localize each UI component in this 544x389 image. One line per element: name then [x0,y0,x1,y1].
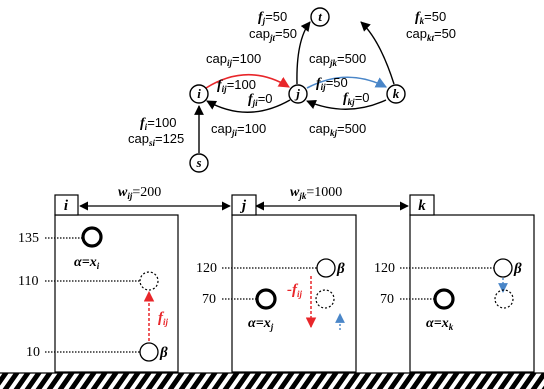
label-f-j: fj=50 [258,9,287,26]
svg-text:i: i [64,198,69,214]
weight-label-jk: wjk=1000 [290,185,342,201]
label-cap-jt: capjt=50 [249,26,297,43]
edge-j-k-top [306,76,387,89]
flow-label-j: -fij [287,282,303,299]
alpha-label-i: α=xi [74,255,100,271]
beta-label-i: β [159,345,168,361]
flow-label-i: fij [158,310,169,327]
beta-target-circle-j [315,289,335,309]
box-k: k 120 β 70 α=xk [374,194,535,373]
box-i-tab [54,194,79,216]
box-i: i 135 α=xi 110 fij 10 β [18,194,179,373]
node-t: t [310,7,330,27]
label-cap-kt: capkt=50 [406,26,456,43]
label-f-ij: fij=100 [217,77,256,94]
beta-circle-j [316,258,336,278]
tick-135: 135 [18,231,39,246]
flow-graph: t i j k s fj=50 capjt=50 fk=50 capkt=50 … [128,7,456,173]
label-f-k: fk=50 [415,9,446,26]
ground-hatch [0,373,544,389]
svg-text:k: k [393,86,400,101]
label-cap-ij: capij=100 [206,51,261,68]
edge-j-i-bottom [206,99,291,113]
label-f-ji: fji=0 [248,91,273,108]
tick-70-j: 70 [202,292,216,307]
tick-110: 110 [18,274,38,289]
beta-label-j: β [336,261,345,277]
alpha-circle-j [255,288,277,310]
svg-text:t: t [318,9,322,24]
beta-target-circle-k [494,289,514,309]
tick-70-k: 70 [380,292,394,307]
alpha-circle-k [433,288,455,310]
label-f-kj: fkj=0 [343,90,370,107]
alpha-label-j: α=xj [248,316,274,332]
label-cap-si: capsi=125 [128,131,184,148]
label-cap-kj: capkj=500 [309,121,366,138]
svg-text:k: k [418,198,426,214]
tick-120-j: 120 [196,261,217,276]
beta-circle-k [493,258,513,278]
label-cap-ji: capji=100 [211,121,266,138]
svg-text:s: s [195,155,201,170]
tick-120-k: 120 [374,261,395,276]
beta-target-circle-i [139,271,159,291]
label-f-i: fi=100 [140,115,176,132]
weight-label-ij: wij=200 [118,185,161,201]
node-i: i [189,84,209,104]
node-j: j [288,84,308,104]
alpha-label-k: α=xk [426,316,454,332]
weight-arrows: wij=200 wjk=1000 [79,185,409,211]
label-f-jk: fij=50 [316,75,348,92]
beta-circle-i [139,342,159,362]
svg-text:i: i [197,86,201,101]
label-cap-jk: capjk=500 [309,51,366,68]
edge-k-j-bottom [306,99,387,110]
node-k: k [386,84,406,104]
beta-label-k: β [513,261,522,277]
tick-10: 10 [26,345,40,360]
node-s: s [189,153,209,173]
edge-i-j-top [205,73,290,89]
alpha-circle-i [81,226,103,248]
edge-j-t [296,21,311,85]
box-k-tab [409,194,435,216]
svg-text:j: j [294,86,300,101]
svg-text:j: j [240,198,247,214]
box-j: j 120 β -fij 70 α=xj [196,194,357,373]
edge-k-t [360,21,395,85]
box-j-tab [231,194,257,216]
